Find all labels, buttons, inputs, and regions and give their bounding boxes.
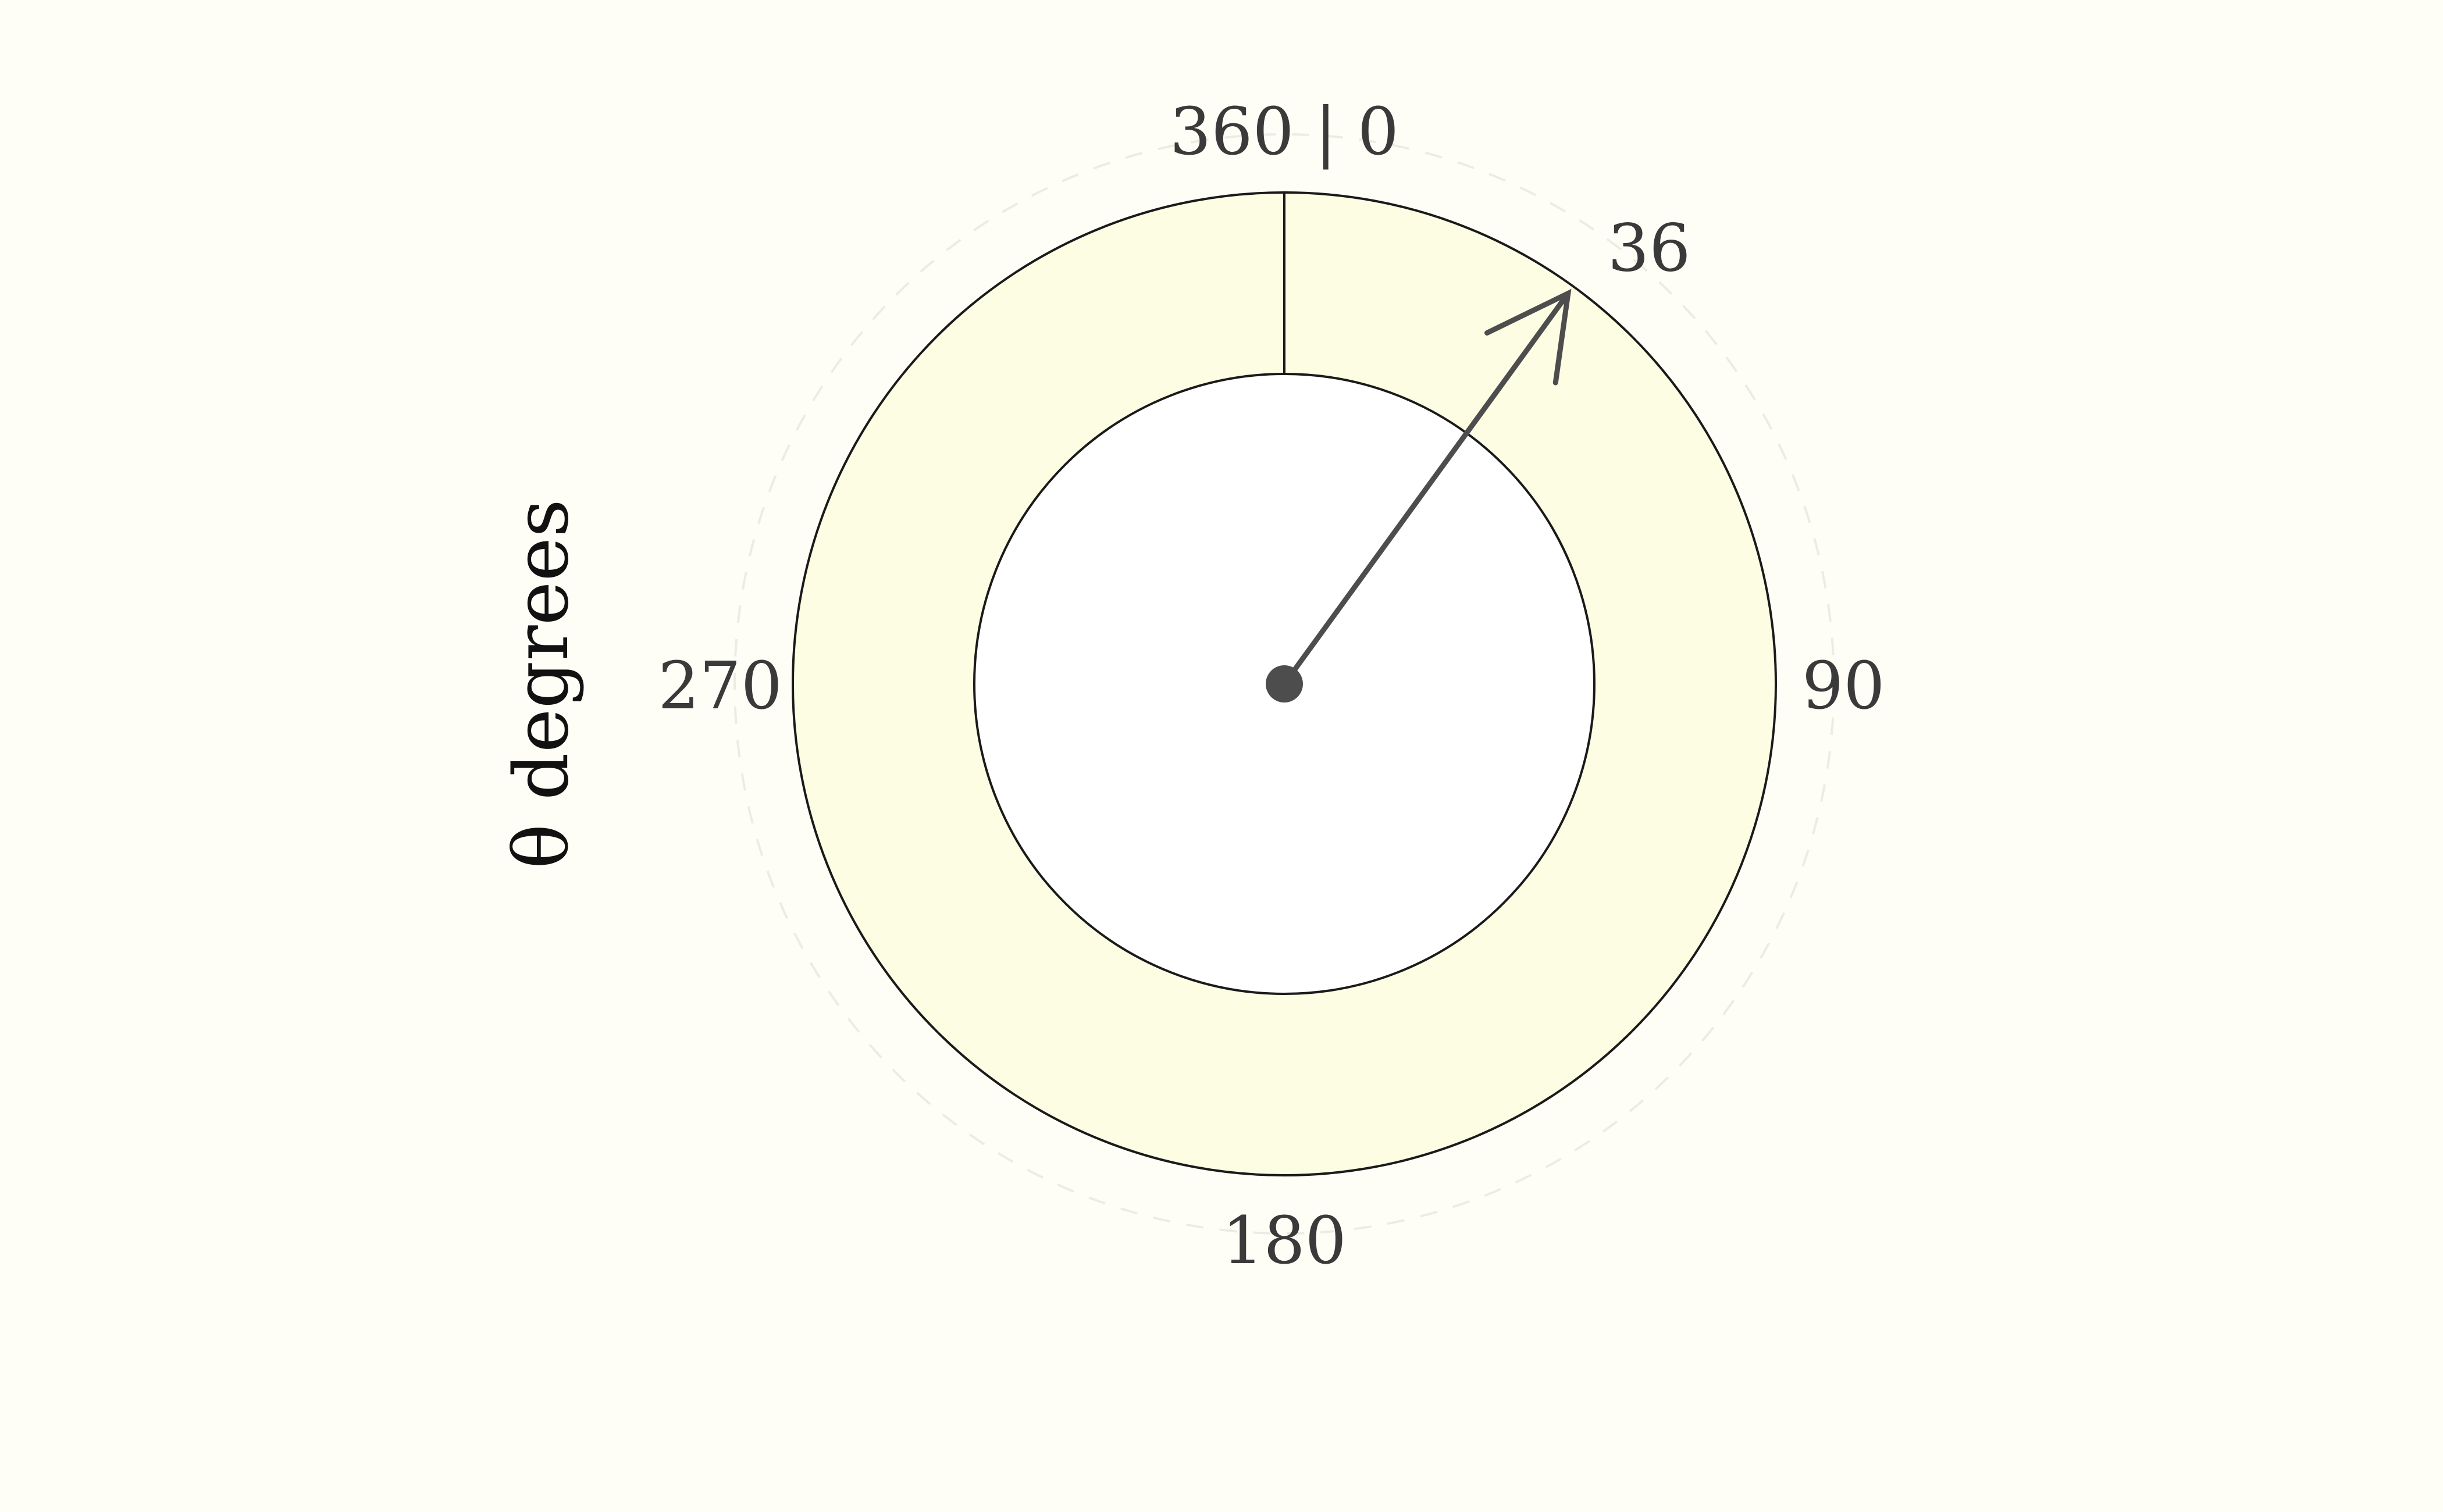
needle-shaft xyxy=(1281,291,1571,687)
needle-arrowhead xyxy=(1484,288,1572,386)
tick-label-top: 360 | 0 xyxy=(1170,94,1399,170)
grid-circle xyxy=(733,133,1835,1235)
value-label: 36 xyxy=(1608,211,1691,286)
axis-title: θ degrees xyxy=(498,499,585,869)
tick-label-bottom: 180 xyxy=(1222,1203,1347,1279)
needle-hub xyxy=(1266,665,1303,702)
tick-label-right: 90 xyxy=(1802,648,1885,724)
tick-label-left: 270 xyxy=(658,648,782,724)
needle-arrow xyxy=(1266,288,1572,702)
